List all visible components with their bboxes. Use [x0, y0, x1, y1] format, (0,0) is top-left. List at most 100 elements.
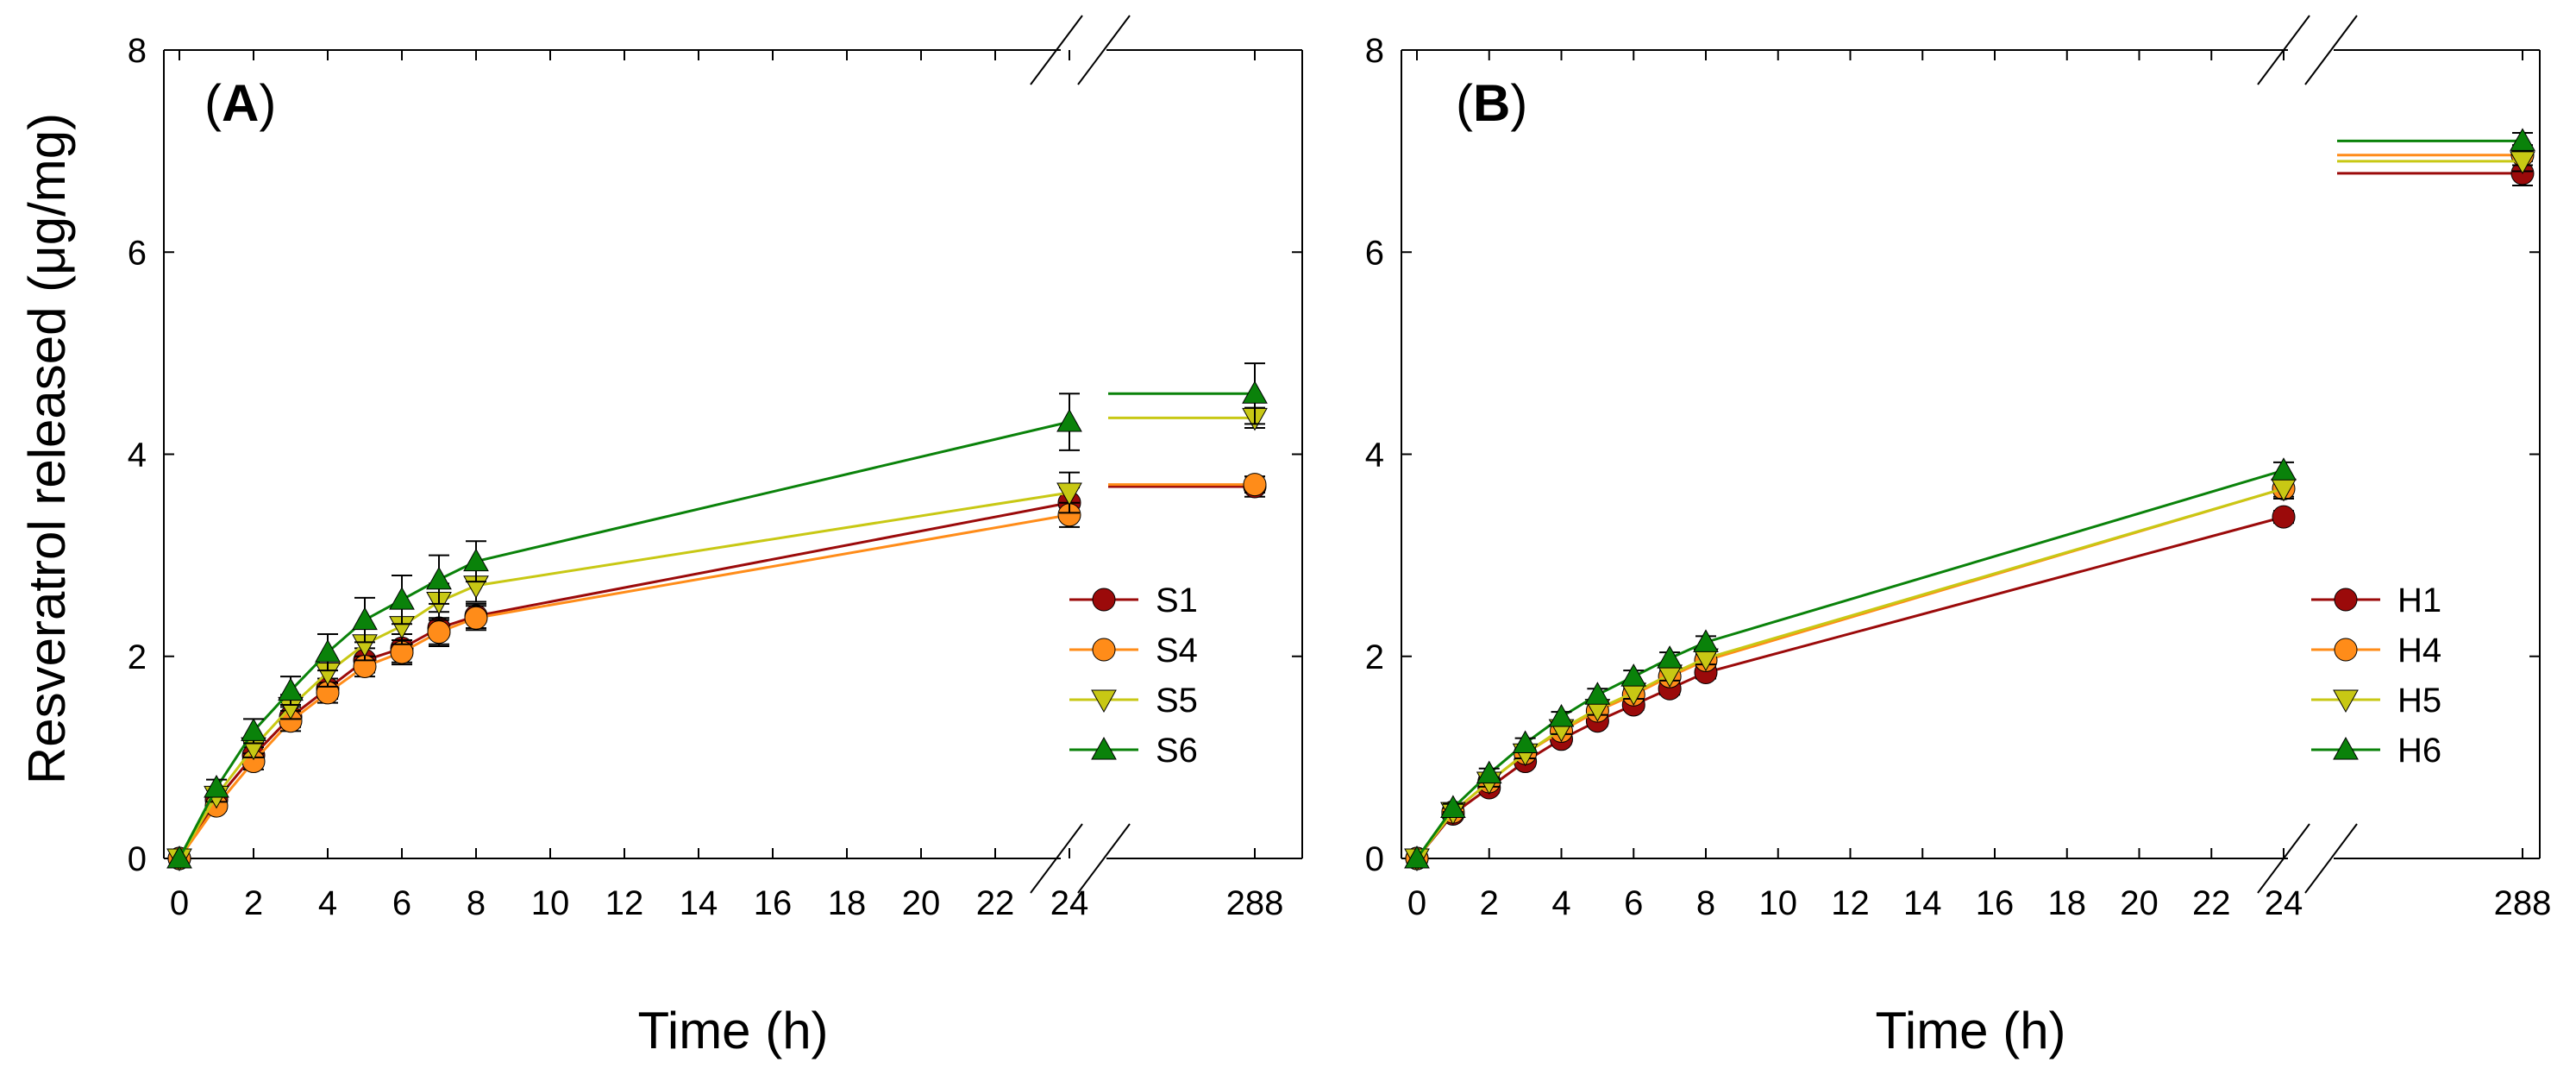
panel-label: (B): [1456, 74, 1527, 132]
x-tick-label-after-break: 288: [1226, 884, 1284, 922]
panel-label-open-paren: (: [1456, 74, 1473, 132]
x-tick-label: 24: [1050, 884, 1089, 922]
legend-marker-s5: [1091, 689, 1117, 714]
data-point-s6: [463, 548, 489, 572]
x-tick-label: 22: [2192, 884, 2231, 922]
x-tick-label: 12: [1831, 884, 1870, 922]
y-tick-label: 2: [128, 638, 147, 676]
series-line-h5: [1415, 487, 2285, 859]
x-axis-break-mark-2: [2304, 823, 2358, 894]
legend: H1 H4 H5 H6: [2311, 582, 2441, 770]
data-point-h6: [1512, 730, 1539, 753]
data-point-s6: [166, 845, 192, 869]
x-tick-label: 16: [754, 884, 793, 922]
y-tick-label: 8: [128, 32, 147, 70]
x-tick-label: 8: [467, 884, 486, 922]
series-line-h1: [1415, 515, 2285, 859]
data-point-after-break-s4: [1243, 473, 1267, 497]
data-point-s6: [1056, 408, 1082, 432]
x-tick-label: 0: [1407, 884, 1426, 922]
y-tick-label: 4: [128, 437, 147, 475]
data-point-after-break-s6: [1242, 380, 1268, 404]
data-point-s6: [389, 587, 415, 610]
series-h1: [1405, 160, 2535, 871]
top-axis-break-mark-1: [1030, 15, 1083, 85]
data-point-s6: [426, 566, 452, 590]
x-axis-title: Time (h): [637, 1002, 828, 1059]
x-tick-label: 18: [2048, 884, 2087, 922]
x-tick-label: 10: [531, 884, 570, 922]
data-point-s6: [352, 607, 378, 631]
series-h6: [1404, 128, 2535, 869]
x-tick-label: 2: [244, 884, 263, 922]
x-axis-title: Time (h): [1875, 1002, 2065, 1059]
series-h4: [1405, 143, 2535, 871]
x-tick-label: 6: [1624, 884, 1643, 922]
legend-marker-h4: [2334, 638, 2358, 662]
top-axis-break-mark-2: [2304, 15, 2358, 85]
x-tick-label: 18: [828, 884, 867, 922]
data-point-s5: [1056, 482, 1082, 506]
panel-label-letter: A: [222, 74, 259, 132]
x-tick-label: 0: [170, 884, 189, 922]
legend-marker-h1: [2334, 588, 2358, 612]
series-h5: [1404, 150, 2535, 872]
legend-label-h1: H1: [2397, 582, 2441, 619]
data-point-after-break-h6: [2510, 128, 2535, 151]
series-line-h4: [1415, 487, 2285, 859]
data-point-h6: [1657, 645, 1683, 669]
legend-label-h5: H5: [2397, 682, 2441, 720]
panel-label-close-paren: ): [259, 74, 276, 132]
series-line-h6: [1415, 468, 2285, 859]
y-tick-label: 8: [1365, 32, 1384, 70]
x-tick-label: 20: [2120, 884, 2159, 922]
data-point-s6: [315, 639, 341, 663]
x-tick-label: 6: [392, 884, 411, 922]
x-tick-label: 24: [2265, 884, 2303, 922]
y-tick-label: 6: [128, 234, 147, 272]
data-point-h6: [2271, 457, 2297, 481]
data-point-h6: [1404, 845, 1430, 869]
y-tick-label: 0: [128, 840, 147, 878]
data-point-h1: [2272, 505, 2296, 529]
legend-label-s1: S1: [1156, 582, 1198, 619]
x-axis-break-mark-2: [1077, 823, 1131, 894]
data-point-s6: [278, 677, 304, 701]
x-tick-label: 14: [1903, 884, 1942, 922]
x-tick-label: 4: [318, 884, 337, 922]
legend-marker-s1: [1092, 588, 1116, 612]
data-point-h6: [1620, 663, 1647, 687]
top-axis-break-mark-2: [1077, 15, 1131, 85]
panel-label-letter: B: [1473, 74, 1510, 132]
data-point-h6: [1548, 704, 1575, 727]
x-tick-label: 14: [680, 884, 718, 922]
legend: S1 S4 S5 S6: [1069, 582, 1198, 770]
x-tick-label: 12: [605, 884, 644, 922]
series-line-s1: [178, 501, 1070, 859]
x-tick-label: 4: [1551, 884, 1570, 922]
panel-label: (A): [204, 74, 276, 132]
series-line-s6: [178, 420, 1070, 859]
data-point-s4: [464, 606, 488, 630]
x-tick-label: 8: [1696, 884, 1715, 922]
series-line-s4: [178, 513, 1070, 859]
data-point-h6: [1693, 629, 1719, 652]
legend-marker-s4: [1092, 638, 1116, 662]
series-s6: [166, 362, 1268, 869]
data-point-s4: [427, 620, 451, 644]
x-tick-label: 2: [1480, 884, 1499, 922]
x-tick-label: 10: [1759, 884, 1798, 922]
data-point-h6: [1440, 795, 1466, 818]
x-axis-break-mark-1: [1030, 823, 1083, 894]
data-point-h6: [1584, 682, 1611, 705]
panel-label-open-paren: (: [204, 74, 222, 132]
panel-label-close-paren: ): [1510, 74, 1527, 132]
legend-label-s4: S4: [1156, 632, 1198, 670]
data-point-s6: [241, 718, 266, 741]
legend-marker-h5: [2333, 689, 2359, 714]
legend-marker-h6: [2333, 736, 2359, 760]
x-tick-label: 20: [902, 884, 941, 922]
legend-label-h4: H4: [2397, 632, 2441, 670]
x-tick-label-after-break: 288: [2494, 884, 2552, 922]
